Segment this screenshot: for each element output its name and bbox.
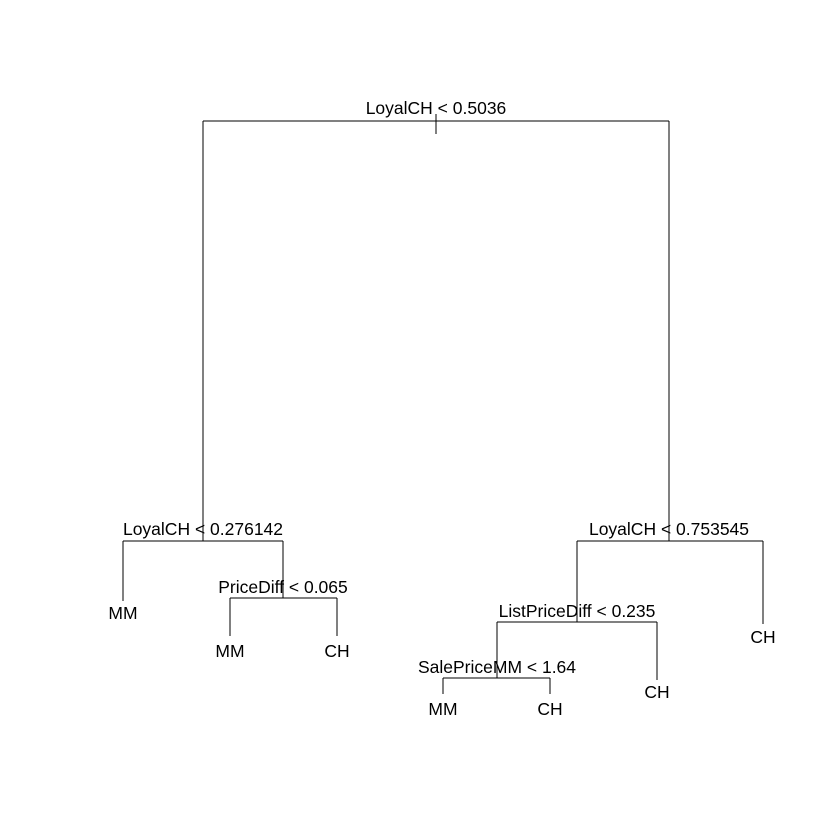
split-node-right-left: ListPriceDiff < 0.235 <box>496 601 658 680</box>
split-node-right-left-left: SalePriceMM < 1.64 <box>418 657 576 694</box>
split-label-left: LoyalCH < 0.276142 <box>123 519 283 539</box>
leaf-label-right-right: CH <box>750 627 775 647</box>
split-label-right-left-left: SalePriceMM < 1.64 <box>418 657 576 677</box>
leaf-label-left-left: MM <box>108 603 137 623</box>
split-label-left-right: PriceDiff < 0.065 <box>218 577 348 597</box>
split-node-root: LoyalCH < 0.5036 <box>202 98 670 541</box>
leaf-label-right-left-left-left: MM <box>428 699 457 719</box>
split-label-right: LoyalCH < 0.753545 <box>589 519 749 539</box>
split-node-left-right: PriceDiff < 0.065 <box>218 577 348 636</box>
leaf-label-right-left-left-right: CH <box>537 699 562 719</box>
split-label-right-left: ListPriceDiff < 0.235 <box>499 601 656 621</box>
split-node-right: LoyalCH < 0.753545 <box>576 519 764 624</box>
leaf-label-right-left-right: CH <box>644 682 669 702</box>
split-node-left: LoyalCH < 0.276142 <box>122 519 284 601</box>
leaf-label-left-right-right: CH <box>324 641 349 661</box>
split-label-root: LoyalCH < 0.5036 <box>366 98 507 118</box>
leaf-label-left-right-left: MM <box>215 641 244 661</box>
